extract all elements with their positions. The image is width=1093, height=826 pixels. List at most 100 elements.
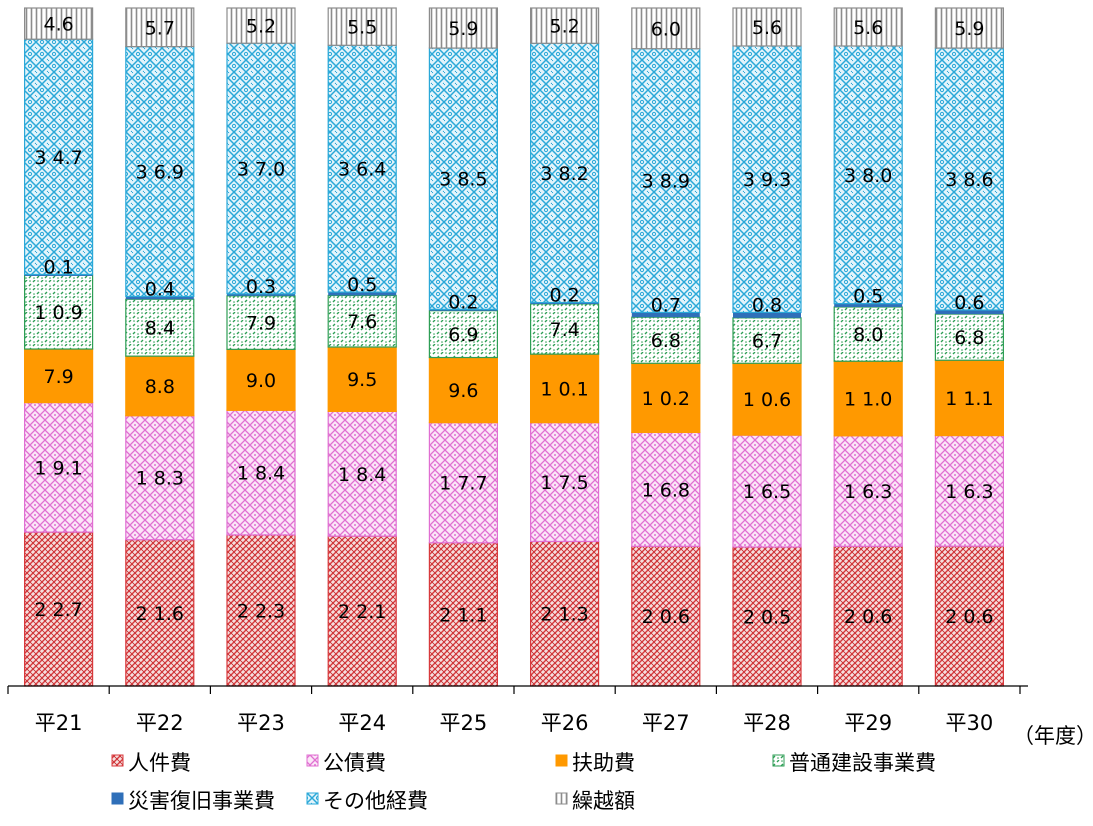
data-label: 1 8.4 xyxy=(338,464,386,486)
bar-segment xyxy=(226,409,296,536)
bar-segment xyxy=(428,7,498,49)
data-label: 6.8 xyxy=(954,327,984,349)
legend-label: 人件費 xyxy=(128,751,191,775)
bar-segment xyxy=(631,431,701,547)
data-label: 3 6.9 xyxy=(136,162,184,184)
data-label: 5.6 xyxy=(853,17,883,39)
data-label: 6.8 xyxy=(651,330,681,352)
bar-segment xyxy=(327,535,397,687)
bar-segment xyxy=(428,310,498,359)
data-label: 0.6 xyxy=(954,292,984,314)
data-label: 0.2 xyxy=(448,291,478,313)
data-label: 5.7 xyxy=(145,17,175,39)
data-label: 5.2 xyxy=(246,16,276,38)
bar-segment xyxy=(733,312,801,318)
bar-segment xyxy=(833,435,903,547)
data-label: 3 7.0 xyxy=(237,159,285,181)
data-label: 2 2.7 xyxy=(34,599,82,621)
legend-swatch xyxy=(306,754,319,767)
data-label: 2 0.6 xyxy=(945,606,993,628)
bar-segment xyxy=(934,7,1005,49)
bar-segment xyxy=(24,7,94,40)
bar-segment xyxy=(428,47,498,310)
data-label: 3 4.7 xyxy=(34,147,82,169)
bar-segment xyxy=(530,302,599,305)
x-axis-ticks xyxy=(7,686,1021,694)
x-axis-category-label: 平22 xyxy=(136,711,184,735)
bar-segment xyxy=(227,293,295,296)
data-label: 5.2 xyxy=(549,16,579,38)
legend-label: 扶助費 xyxy=(572,751,635,775)
data-label: 5.9 xyxy=(448,18,478,40)
bar-segment xyxy=(125,296,194,300)
bar-segment xyxy=(833,306,903,362)
bar-segment xyxy=(631,362,701,434)
data-label: 3 8.9 xyxy=(642,171,690,193)
legend-swatch xyxy=(111,792,124,805)
data-label: 0.4 xyxy=(145,279,175,301)
legend-swatch xyxy=(306,792,319,805)
bar-segment xyxy=(327,294,397,348)
data-label: 7.6 xyxy=(347,311,377,333)
x-axis-unit-label: （年度） xyxy=(1013,724,1093,748)
bar-segment xyxy=(24,274,93,276)
bar-segment xyxy=(327,44,397,293)
bar-segment xyxy=(327,410,397,537)
bar-segment xyxy=(732,45,802,314)
data-label: 0.5 xyxy=(853,286,883,308)
data-label: 2 0.5 xyxy=(743,607,791,629)
bar-segment xyxy=(125,7,195,48)
x-axis-category-label: 平23 xyxy=(237,711,285,735)
bar-segment xyxy=(125,46,195,298)
data-label: 3 8.2 xyxy=(540,163,588,185)
bar-segment xyxy=(24,531,94,687)
data-label: 1 0.6 xyxy=(743,389,791,411)
x-axis-category-label: 平26 xyxy=(541,711,589,735)
data-label: 5.5 xyxy=(347,17,377,39)
data-label: 1 6.8 xyxy=(642,479,690,501)
bar-segment xyxy=(631,312,700,318)
legend-label: 繰越額 xyxy=(572,789,635,813)
data-label: 1 0.9 xyxy=(34,302,82,324)
data-label: 8.4 xyxy=(145,318,175,340)
bar-segment xyxy=(327,346,397,413)
legend-swatch xyxy=(555,754,568,767)
data-label: 1 6.3 xyxy=(844,481,892,503)
data-label: 4.6 xyxy=(43,14,73,36)
bar-segment xyxy=(328,292,397,296)
bar-segment xyxy=(429,309,498,311)
data-label: 6.7 xyxy=(752,331,782,353)
x-axis-category-label: 平21 xyxy=(35,711,83,735)
data-label: 2 1.3 xyxy=(540,604,588,626)
bar-segment xyxy=(529,540,600,687)
data-label: 1 0.2 xyxy=(642,388,690,410)
data-label: 0.5 xyxy=(347,274,377,296)
data-label: 2 2.3 xyxy=(237,600,285,622)
bar-segment xyxy=(732,434,802,548)
data-label: 1 1.1 xyxy=(945,388,993,410)
data-label: 2 1.1 xyxy=(439,604,487,626)
data-label: 1 6.3 xyxy=(945,481,993,503)
bar-segment xyxy=(934,359,1005,437)
legend-label: 普通建設事業費 xyxy=(789,751,936,775)
data-label: 1 1.0 xyxy=(844,389,892,411)
data-label: 7.9 xyxy=(246,313,276,335)
bar-segment xyxy=(529,7,600,44)
legend-label: 災害復旧事業費 xyxy=(128,789,275,813)
data-label: 0.1 xyxy=(43,256,73,278)
bar-segment xyxy=(631,7,701,50)
data-label: 1 8.3 xyxy=(136,468,184,490)
data-label: 6.9 xyxy=(448,324,478,346)
data-label: 1 8.4 xyxy=(237,463,285,485)
x-axis-category-label: 平27 xyxy=(642,711,690,735)
bar-segment xyxy=(631,545,701,687)
data-label: 9.5 xyxy=(347,369,377,391)
x-axis-category-label: 平28 xyxy=(743,711,791,735)
data-label: 0.8 xyxy=(752,294,782,316)
data-label: 2 0.6 xyxy=(642,606,690,628)
legend-swatch xyxy=(772,754,785,767)
data-label: 1 7.5 xyxy=(540,472,588,494)
x-axis-category-label: 平25 xyxy=(440,711,488,735)
